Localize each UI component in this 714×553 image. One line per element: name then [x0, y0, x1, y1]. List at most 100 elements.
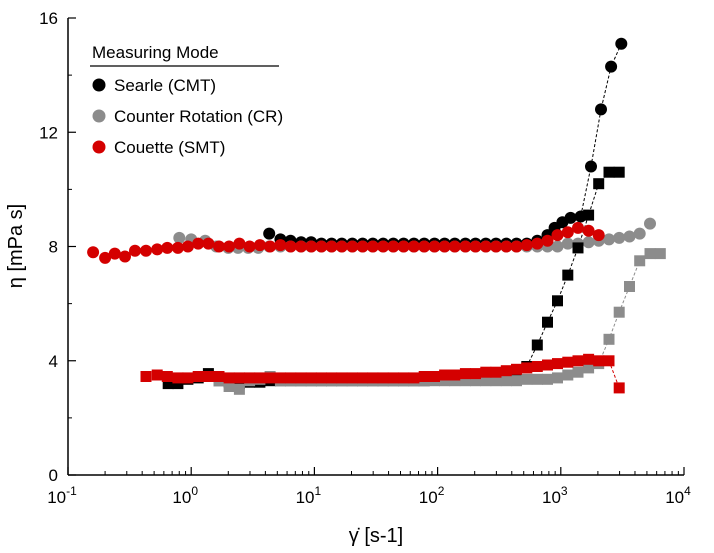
data-point-square — [521, 362, 533, 374]
y-tick-label: 4 — [49, 352, 58, 371]
data-point-circle — [595, 103, 607, 116]
data-point-square — [511, 363, 522, 375]
data-point-circle — [377, 240, 390, 253]
data-point-square — [644, 248, 656, 260]
data-point-circle — [161, 241, 174, 254]
legend-label-couette: Couette (SMT) — [114, 138, 225, 157]
data-point-circle — [140, 244, 152, 257]
data-point-circle — [418, 240, 431, 253]
x-axis-title: γ̇ [s-1] — [349, 525, 403, 547]
data-point-circle — [243, 240, 256, 253]
data-point-square — [562, 356, 574, 368]
data-point-circle — [223, 240, 236, 253]
legend-marker-counter-rotation — [92, 109, 106, 123]
data-point-square — [223, 372, 235, 384]
data-point-square — [223, 381, 235, 392]
data-point-square — [305, 372, 317, 384]
data-point-circle — [551, 240, 564, 253]
data-point-circle — [500, 240, 513, 253]
data-point-square — [140, 371, 152, 382]
data-point-square — [161, 371, 173, 382]
data-point-circle — [151, 243, 164, 256]
data-point-square — [603, 166, 615, 178]
data-point-square — [521, 373, 533, 385]
y-tick-label: 8 — [49, 238, 58, 257]
y-tick-label: 0 — [49, 466, 58, 485]
trend-line-0 — [526, 171, 620, 367]
data-point-circle — [438, 240, 451, 253]
data-point-square — [449, 375, 461, 387]
data-point-square — [244, 372, 256, 384]
data-point-circle — [233, 237, 246, 250]
data-point-circle — [305, 240, 318, 253]
data-point-circle — [264, 240, 277, 253]
data-point-square — [459, 375, 471, 387]
data-point-square — [583, 209, 595, 221]
data-point-square — [172, 378, 184, 390]
data-point-circle — [335, 240, 348, 253]
data-point-circle — [561, 237, 574, 250]
data-point-circle — [129, 244, 141, 257]
data-point-square — [377, 372, 389, 384]
data-point-square — [572, 366, 584, 378]
data-point-square — [593, 355, 605, 367]
data-point-circle — [479, 240, 492, 253]
data-point-square — [213, 371, 225, 382]
data-point-circle — [192, 237, 205, 250]
data-point-circle — [585, 160, 597, 173]
data-point-circle — [325, 240, 338, 253]
data-point-circle — [87, 246, 100, 259]
data-point-circle — [572, 221, 584, 234]
data-point-circle — [366, 240, 379, 253]
x-tick-label: 102 — [419, 484, 445, 507]
data-point-square — [511, 375, 522, 387]
data-point-circle — [253, 239, 266, 252]
data-point-square — [459, 368, 471, 380]
data-point-circle — [263, 227, 276, 240]
data-point-square — [233, 378, 245, 390]
data-point-circle — [459, 240, 472, 253]
data-point-square — [182, 372, 194, 384]
data-point-square — [387, 372, 399, 384]
ticks: 0 4 8 12 16 10-1 100 101 102 103 104 — [39, 9, 691, 507]
data-point-square — [233, 383, 245, 395]
data-point-circle — [428, 240, 441, 253]
y-axis-title: η [mPa s] — [5, 204, 27, 288]
data-point-circle — [633, 227, 646, 240]
data-point-square — [634, 255, 646, 267]
data-point-circle — [171, 241, 184, 254]
data-point-square — [233, 372, 245, 384]
data-point-circle — [397, 240, 410, 253]
data-point-square — [552, 372, 563, 384]
data-point-square — [583, 353, 595, 365]
data-point-circle — [181, 240, 194, 253]
data-point-square — [542, 316, 553, 328]
data-point-square — [500, 365, 512, 377]
data-point-square — [367, 372, 379, 384]
data-point-square — [624, 281, 635, 292]
data-point-square — [418, 371, 430, 382]
data-point-square — [542, 373, 553, 385]
data-point-circle — [613, 231, 626, 244]
legend-label-counter-rotation: Counter Rotation (CR) — [114, 107, 283, 126]
data-point-circle — [561, 226, 574, 239]
data-point-square — [603, 333, 615, 345]
data-point-square — [470, 375, 481, 387]
data-point-circle — [490, 240, 502, 253]
data-point-circle — [510, 240, 523, 253]
data-point-square — [531, 373, 543, 385]
data-point-circle — [119, 250, 131, 263]
data-point-square — [583, 362, 595, 374]
y-tick-label: 12 — [39, 123, 58, 142]
data-point-circle — [274, 239, 287, 252]
trend-line-1 — [547, 43, 622, 236]
data-point-square — [613, 382, 625, 394]
data-point-square — [449, 369, 461, 381]
data-point-square — [552, 295, 563, 307]
x-tick-label: 104 — [665, 484, 691, 507]
data-point-circle — [356, 240, 369, 253]
data-point-circle — [520, 239, 533, 252]
x-axis-title-group: γ̇ [s-1] — [349, 525, 403, 547]
data-point-circle — [173, 231, 186, 244]
